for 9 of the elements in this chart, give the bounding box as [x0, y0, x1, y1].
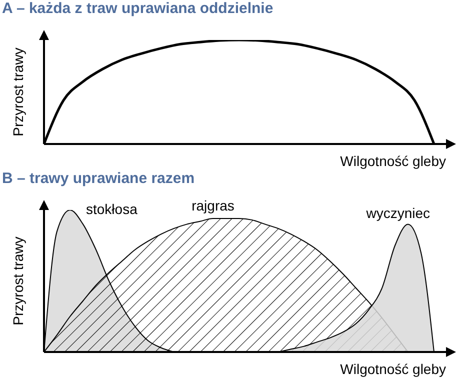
series-label: wyczyniec [365, 205, 430, 222]
x-axis-title: Wilgotność gleby [340, 153, 446, 169]
y-axis-title: Przyrost trawy [10, 236, 26, 326]
series-label: rajgras [192, 198, 234, 214]
chart-title: A – każda z traw uprawiana oddzielnie [1, 0, 274, 19]
series-label: stokłosa [86, 201, 138, 217]
chart-title: B – trawy uprawiane razem [1, 170, 196, 189]
y-axis-title: Przyrost trawy [10, 48, 26, 136]
x-axis-title: Wilgotność gleby [340, 361, 446, 377]
